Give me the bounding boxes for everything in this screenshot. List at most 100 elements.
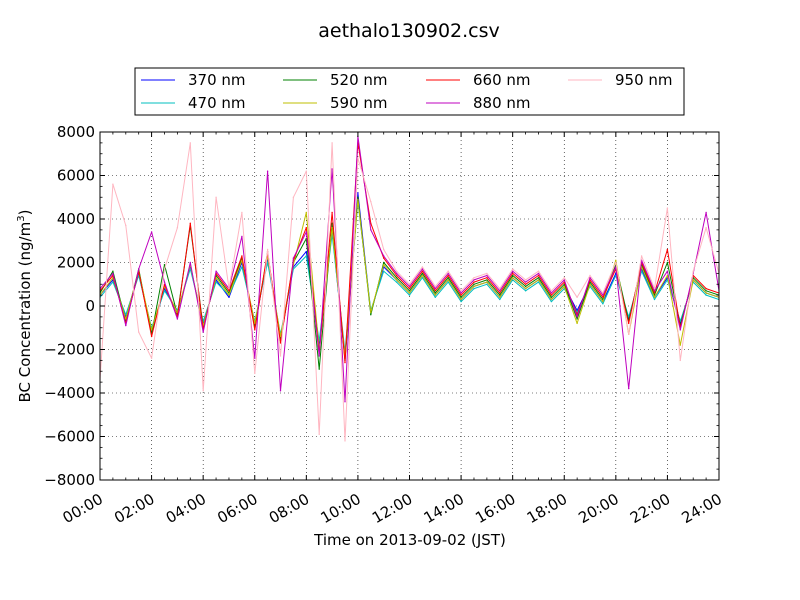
data-point (499, 298, 501, 301)
series-880-nm (100, 135, 719, 403)
data-point (279, 342, 282, 344)
data-point (666, 207, 669, 209)
data-point (395, 279, 398, 281)
data-point (279, 390, 282, 392)
data-point (524, 285, 527, 288)
data-point (125, 318, 127, 320)
data-point (486, 281, 488, 283)
data-point (550, 290, 553, 292)
data-point (138, 268, 140, 270)
data-point (460, 292, 462, 294)
data-point (408, 294, 411, 296)
data-point (408, 283, 411, 285)
data-point (370, 200, 372, 203)
data-point (447, 274, 449, 277)
data-point (202, 390, 204, 392)
data-point (473, 285, 475, 288)
data-point (150, 231, 153, 233)
data-point (499, 290, 501, 292)
data-point (125, 314, 127, 316)
data-point (202, 331, 204, 333)
data-point (331, 227, 333, 229)
data-point (383, 248, 385, 251)
data-point (318, 433, 320, 435)
data-point (331, 168, 333, 170)
data-point (228, 287, 230, 290)
data-point (550, 292, 553, 294)
legend-frame (134, 67, 685, 116)
data-point (512, 270, 514, 272)
data-point (460, 294, 462, 296)
data-point (705, 290, 707, 292)
data-point (666, 248, 669, 251)
data-point (512, 277, 514, 279)
data-point (563, 279, 565, 281)
x-tick-label: 18:00 (524, 490, 570, 527)
x-tick-label: 20:00 (575, 490, 621, 527)
data-point (395, 274, 398, 277)
data-point (499, 296, 501, 298)
data-point (537, 277, 540, 279)
data-point (395, 281, 398, 283)
data-point (628, 333, 630, 335)
data-point (254, 357, 256, 359)
data-point (395, 270, 398, 272)
data-point (628, 322, 630, 325)
data-point (447, 279, 449, 281)
data-point (241, 255, 243, 257)
data-point (228, 290, 230, 292)
data-point (163, 264, 166, 266)
data-point (395, 272, 398, 275)
x-tick-label: 06:00 (214, 490, 260, 527)
data-point (576, 322, 578, 325)
x-tick-label: 00:00 (60, 490, 106, 527)
data-point (357, 196, 359, 198)
data-point (705, 211, 707, 214)
y-tick-label: 8000 (57, 123, 95, 141)
data-point (460, 300, 462, 303)
data-point (473, 281, 475, 283)
y-axis-label-close: ) (16, 210, 34, 216)
data-point (602, 300, 604, 303)
data-point (215, 270, 217, 272)
data-point (576, 296, 578, 298)
data-point (550, 296, 553, 298)
data-point (524, 279, 527, 281)
legend: 370 nm 470 nm 520 nm 590 nm 660 nm 880 nm 950 … (134, 67, 685, 116)
data-point (370, 222, 372, 224)
data-point (279, 335, 282, 338)
data-point (215, 196, 217, 198)
data-point (499, 294, 501, 296)
data-point (434, 294, 436, 296)
data-point (692, 279, 694, 281)
data-point (163, 268, 166, 270)
legend-label: 520 nm (330, 71, 388, 89)
series-layer (100, 135, 719, 442)
data-point (408, 285, 411, 288)
data-point (163, 281, 166, 283)
data-point (679, 329, 681, 331)
y-tick-label: 0 (85, 297, 95, 315)
data-point (395, 277, 398, 279)
x-tick-label: 04:00 (163, 490, 209, 527)
data-point (512, 274, 514, 277)
data-point (383, 264, 385, 266)
data-point (383, 255, 385, 257)
data-point (447, 277, 449, 279)
x-axis-label: Time on 2013-09-02 (JST) (313, 531, 506, 549)
data-point (589, 283, 591, 285)
data-point (705, 294, 707, 296)
data-point (266, 248, 269, 251)
data-point (266, 261, 269, 264)
data-point (279, 355, 282, 357)
data-point (666, 270, 669, 272)
data-point (421, 277, 424, 279)
data-point (189, 222, 191, 224)
x-tick-label: 10:00 (317, 490, 363, 527)
data-point (537, 270, 540, 272)
data-point (499, 287, 501, 290)
data-point (460, 290, 462, 292)
data-point (512, 279, 514, 281)
legend-label: 470 nm (188, 94, 246, 112)
data-point (383, 257, 385, 259)
